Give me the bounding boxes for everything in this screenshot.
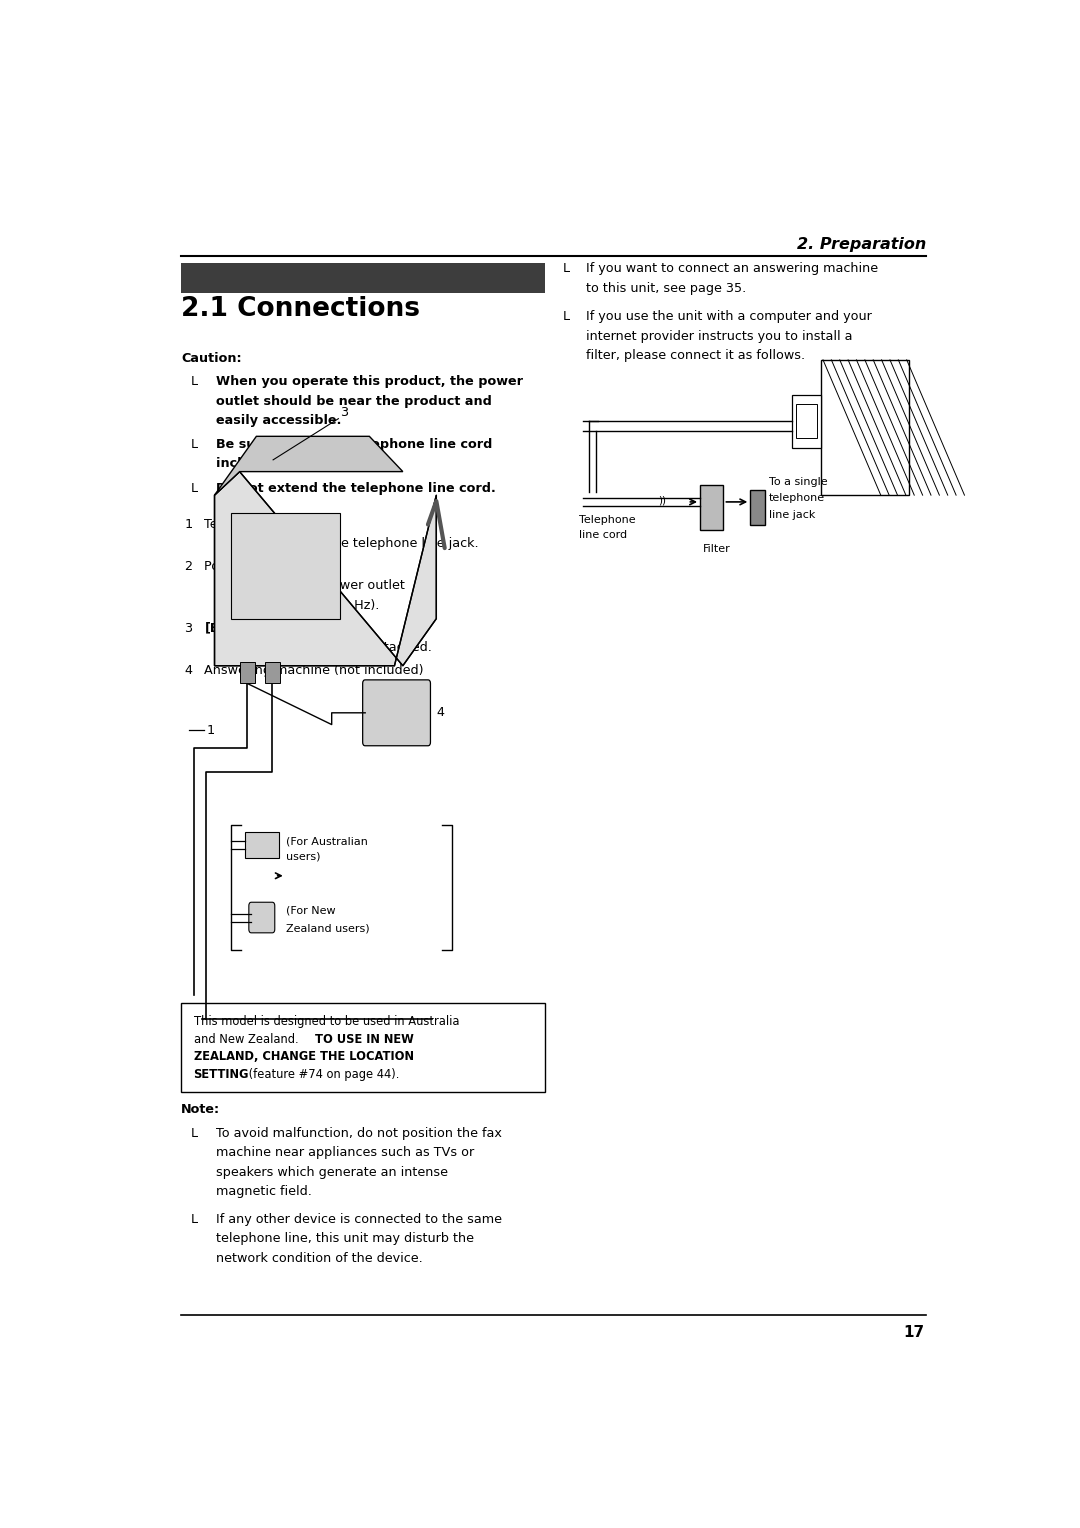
Text: 4: 4: [185, 665, 192, 677]
Text: Filter: Filter: [702, 544, 730, 553]
FancyBboxPatch shape: [265, 662, 280, 683]
Text: If you use the unit with a computer and your: If you use the unit with a computer and …: [586, 310, 872, 324]
Text: internet provider instructs you to install a: internet provider instructs you to insta…: [586, 330, 852, 342]
FancyBboxPatch shape: [700, 484, 724, 530]
Text: line jack: line jack: [769, 509, 815, 520]
Text: L: L: [215, 642, 221, 654]
FancyBboxPatch shape: [363, 680, 431, 746]
Text: Remove the stopper if attached.: Remove the stopper if attached.: [225, 642, 431, 654]
Text: L: L: [191, 1128, 198, 1140]
Text: included in this unit.: included in this unit.: [216, 457, 366, 471]
Text: machine near appliances such as TVs or: machine near appliances such as TVs or: [216, 1146, 474, 1160]
Text: 2: 2: [185, 559, 192, 573]
Text: L: L: [215, 599, 221, 611]
Text: L: L: [191, 376, 198, 388]
Text: filter, please connect it as follows.: filter, please connect it as follows.: [586, 350, 806, 362]
Text: 2. Preparation: 2. Preparation: [797, 237, 926, 252]
Text: easily accessible.: easily accessible.: [216, 414, 341, 426]
Text: L: L: [215, 536, 221, 550]
Text: 2.1 Connections: 2.1 Connections: [181, 296, 420, 322]
FancyBboxPatch shape: [248, 902, 274, 932]
Text: 3: 3: [185, 622, 192, 634]
Text: L: L: [563, 310, 570, 324]
Text: SETTING: SETTING: [193, 1068, 249, 1082]
FancyBboxPatch shape: [245, 831, 279, 857]
Text: L: L: [215, 579, 221, 593]
Text: (feature #74 on page 44).: (feature #74 on page 44).: [245, 1068, 400, 1082]
Text: Telephone: Telephone: [579, 515, 635, 526]
FancyBboxPatch shape: [792, 394, 821, 448]
Text: 1: 1: [206, 724, 214, 736]
Polygon shape: [215, 472, 436, 666]
Text: L: L: [191, 481, 198, 495]
Text: When you operate this product, the power: When you operate this product, the power: [216, 376, 523, 388]
Text: 2: 2: [185, 1025, 192, 1038]
Text: users): users): [285, 851, 320, 862]
Text: line cord: line cord: [579, 530, 626, 539]
Text: outlet should be near the product and: outlet should be near the product and: [216, 394, 492, 408]
Text: Connect to a single telephone line jack.: Connect to a single telephone line jack.: [225, 536, 478, 550]
Text: Telephone line cord: Telephone line cord: [204, 518, 329, 530]
Text: L: L: [563, 263, 570, 275]
Text: ZEALAND, CHANGE THE LOCATION: ZEALAND, CHANGE THE LOCATION: [193, 1050, 414, 1063]
Text: 17: 17: [903, 1325, 924, 1340]
Text: jack: jack: [230, 622, 260, 634]
Text: To avoid malfunction, do not position the fax: To avoid malfunction, do not position th…: [216, 1128, 502, 1140]
Text: This model is designed to be used in Australia: This model is designed to be used in Aus…: [193, 1015, 459, 1028]
Text: Zealand users): Zealand users): [285, 923, 369, 934]
FancyBboxPatch shape: [751, 489, 766, 524]
Text: to this unit, see page 35.: to this unit, see page 35.: [586, 281, 746, 295]
FancyBboxPatch shape: [821, 359, 909, 495]
Text: Note:: Note:: [181, 1103, 220, 1117]
Text: If any other device is connected to the same: If any other device is connected to the …: [216, 1213, 502, 1225]
Text: network condition of the device.: network condition of the device.: [216, 1251, 423, 1265]
Text: [EXT]: [EXT]: [204, 622, 244, 634]
Text: (For New: (For New: [285, 906, 335, 915]
Text: Answering machine (not included): Answering machine (not included): [204, 665, 424, 677]
Text: L: L: [191, 439, 198, 451]
Text: ▣: ▣: [391, 706, 403, 720]
Text: )): )): [427, 1005, 435, 1015]
Text: telephone line, this unit may disturb the: telephone line, this unit may disturb th…: [216, 1232, 474, 1245]
Text: If you want to connect an answering machine: If you want to connect an answering mach…: [586, 263, 878, 275]
Text: telephone: telephone: [769, 494, 825, 503]
FancyBboxPatch shape: [796, 405, 818, 439]
FancyBboxPatch shape: [181, 1004, 545, 1091]
Text: 4: 4: [436, 706, 444, 720]
Text: Connect to the power outlet: Connect to the power outlet: [225, 579, 404, 593]
Polygon shape: [215, 437, 403, 495]
Text: (220 – 240 V, 50/60 Hz).: (220 – 240 V, 50/60 Hz).: [225, 599, 379, 611]
Text: Do not extend the telephone line cord.: Do not extend the telephone line cord.: [216, 481, 496, 495]
FancyBboxPatch shape: [231, 513, 340, 619]
Text: To a single: To a single: [769, 477, 827, 486]
FancyBboxPatch shape: [240, 662, 255, 683]
Text: TO USE IN NEW: TO USE IN NEW: [315, 1033, 414, 1045]
Text: Be sure to use the telephone line cord: Be sure to use the telephone line cord: [216, 439, 492, 451]
Text: L: L: [191, 1213, 198, 1225]
Text: Caution:: Caution:: [181, 351, 242, 365]
Text: 3: 3: [340, 405, 348, 419]
Text: magnetic field.: magnetic field.: [216, 1186, 312, 1198]
Text: and New Zealand.: and New Zealand.: [193, 1033, 301, 1045]
FancyBboxPatch shape: [181, 263, 545, 293]
Text: speakers which generate an intense: speakers which generate an intense: [216, 1166, 448, 1178]
Text: )): )): [659, 495, 666, 506]
Text: Power cord: Power cord: [204, 559, 275, 573]
Text: 1: 1: [185, 518, 192, 530]
Text: (For Australian: (For Australian: [285, 836, 367, 847]
